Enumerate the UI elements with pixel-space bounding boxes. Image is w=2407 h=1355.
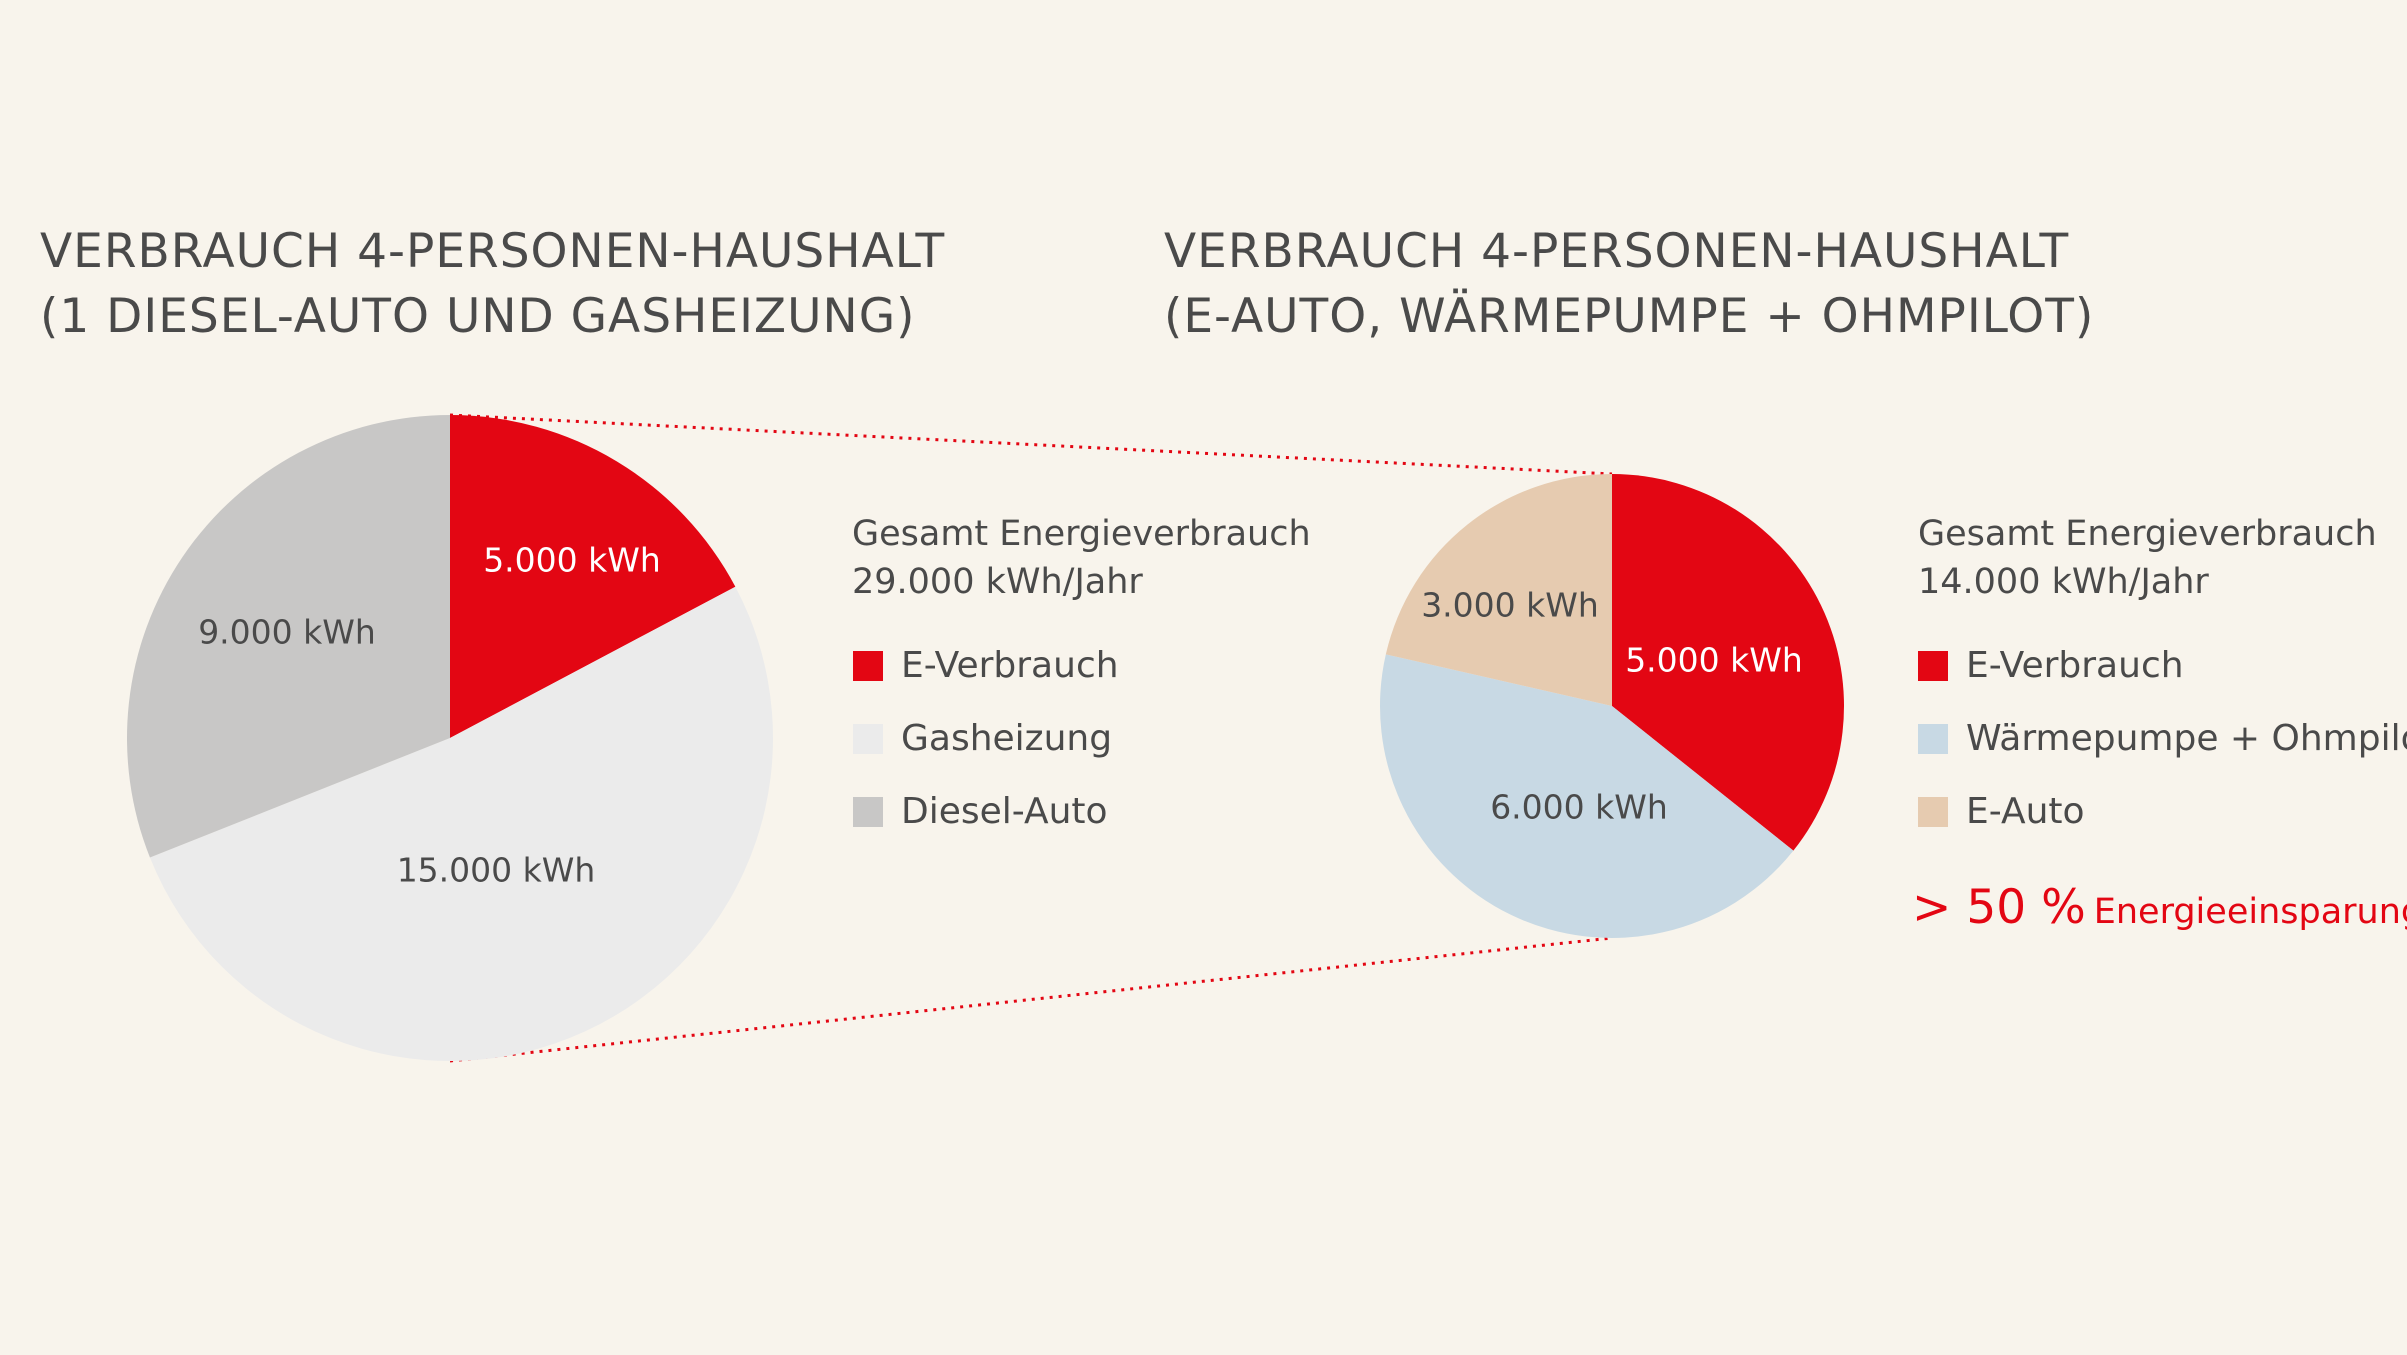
legend-label: E-Auto: [1966, 791, 2085, 832]
pie-slice-e-verbrauch: [1612, 474, 1844, 851]
savings-text: Energieeinsparung: [2093, 892, 2407, 932]
chart-1-total: Gesamt Energieverbrauch 29.000 kWh/Jahr: [852, 510, 1311, 606]
legend-item: E-Verbrauch: [853, 629, 1119, 702]
legend-swatch: [1918, 723, 1948, 754]
legend-label: Gasheizung: [901, 718, 1113, 759]
legend-label: Wärmepumpe + Ohmpilot: [1966, 718, 2407, 759]
legend-swatch: [853, 723, 883, 754]
pie-slice-e-auto: [1385, 474, 1612, 706]
title-line: VERBRAUCH 4-PERSONEN-HAUSHALT: [1164, 224, 2070, 279]
pie-slice-diesel-auto: [127, 415, 450, 858]
chart-2-title: VERBRAUCH 4-PERSONEN-HAUSHALT (E-AUTO, WÄ…: [1164, 219, 2095, 349]
pie-slice-wärmepumpe-ohmpilot: [1380, 654, 1794, 939]
slice-data-label: 3.000 kWh: [1421, 586, 1599, 625]
legend-item: E-Verbrauch: [1918, 629, 2407, 702]
legend-label: E-Verbrauch: [1966, 645, 2184, 686]
legend-label: E-Verbrauch: [901, 645, 1119, 686]
slice-data-label: 5.000 kWh: [1625, 641, 1803, 680]
legend-swatch: [853, 650, 883, 681]
savings-percent: > 50 %: [1912, 880, 2086, 935]
title-line: (1 DIESEL-AUTO UND GASHEIZUNG): [40, 289, 916, 344]
legend-swatch: [853, 796, 883, 827]
legend-item: E-Auto: [1918, 775, 2407, 848]
slice-data-label: 5.000 kWh: [483, 541, 661, 580]
legend-item: Diesel-Auto: [853, 775, 1119, 848]
chart-1-title: VERBRAUCH 4-PERSONEN-HAUSHALT (1 DIESEL-A…: [40, 219, 946, 349]
chart-1-total-label: Gesamt Energieverbrauch: [852, 514, 1311, 554]
slice-data-label: 9.000 kWh: [198, 613, 376, 652]
chart-2-total-value: 14.000 kWh/Jahr: [1918, 562, 2209, 602]
legend-swatch: [1918, 796, 1948, 827]
pie-slice-e-verbrauch: [450, 415, 736, 738]
legend-item: Gasheizung: [853, 702, 1119, 775]
slice-data-label: 15.000 kWh: [397, 851, 596, 890]
chart-1-total-value: 29.000 kWh/Jahr: [852, 562, 1143, 602]
chart-2-legend: E-Verbrauch Wärmepumpe + Ohmpilot E-Auto: [1918, 629, 2407, 848]
connector-line-bottom: [449, 936, 1613, 1063]
legend-item: Wärmepumpe + Ohmpilot: [1918, 702, 2407, 775]
legend-label: Diesel-Auto: [901, 791, 1108, 832]
chart-1-legend: E-Verbrauch Gasheizung Diesel-Auto: [853, 629, 1119, 848]
chart-2-total: Gesamt Energieverbrauch 14.000 kWh/Jahr: [1918, 510, 2377, 606]
slice-data-label: 6.000 kWh: [1490, 788, 1668, 827]
legend-swatch: [1918, 650, 1948, 681]
connector-line-top: [449, 413, 1613, 476]
savings-note: > 50 % Energieeinsparung: [1912, 880, 2407, 935]
chart-2-total-label: Gesamt Energieverbrauch: [1918, 514, 2377, 554]
title-line: VERBRAUCH 4-PERSONEN-HAUSHALT: [40, 224, 946, 279]
pie-slice-gasheizung: [149, 586, 774, 1062]
title-line: (E-AUTO, WÄRMEPUMPE + OHMPILOT): [1164, 289, 2095, 344]
